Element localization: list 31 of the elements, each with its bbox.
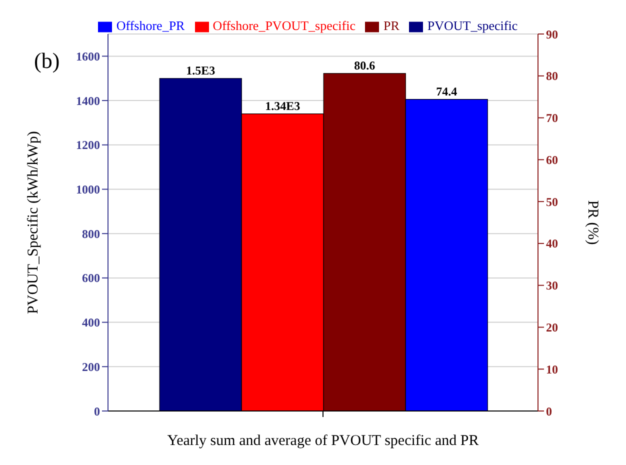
y-tick-label: 1600 <box>76 49 100 64</box>
y2-tick-label: 20 <box>546 320 558 334</box>
y2-tick-label: 80 <box>546 69 558 84</box>
data-label: 74.4 <box>436 84 458 98</box>
y-tick-label: 1400 <box>76 94 100 108</box>
y2-tick-label: 50 <box>546 194 558 209</box>
y2-tick-label: 40 <box>546 236 558 251</box>
y-axis-title: PVOUT_Specific (kWh/kWp) <box>25 131 42 314</box>
data-label: 80.6 <box>354 58 376 72</box>
legend-label: Offshore_PR <box>116 18 185 33</box>
x-axis-title: Yearly sum and average of PVOUT specific and PR <box>167 433 479 449</box>
y-tick-label: 0 <box>94 404 100 418</box>
y2-tick-label: 60 <box>546 152 558 167</box>
y-tick-label: 600 <box>82 271 100 286</box>
y-tick-label: 1200 <box>76 138 100 152</box>
y2-tick-label: 90 <box>546 27 558 42</box>
legend-label: Offshore_PVOUT_specific <box>212 18 356 33</box>
y-tick-label: 800 <box>82 226 100 241</box>
y2-axis-title: PR (%) <box>584 200 601 245</box>
y2-tick-label: 70 <box>546 111 558 126</box>
data-label: 1.5E3 <box>186 63 216 78</box>
legend-label: PVOUT_specific <box>427 18 518 33</box>
y-tick-label: 400 <box>82 316 100 330</box>
y2-tick-label: 10 <box>546 362 558 376</box>
legend-label: PR <box>383 18 400 33</box>
text: (b) <box>34 48 60 74</box>
data-label: 1.34E3 <box>265 98 300 113</box>
y2-tick-label: 30 <box>546 278 558 293</box>
y-tick-label: 200 <box>82 360 100 374</box>
y2-tick-label: 0 <box>546 404 552 418</box>
y-tick-label: 1000 <box>76 182 100 197</box>
